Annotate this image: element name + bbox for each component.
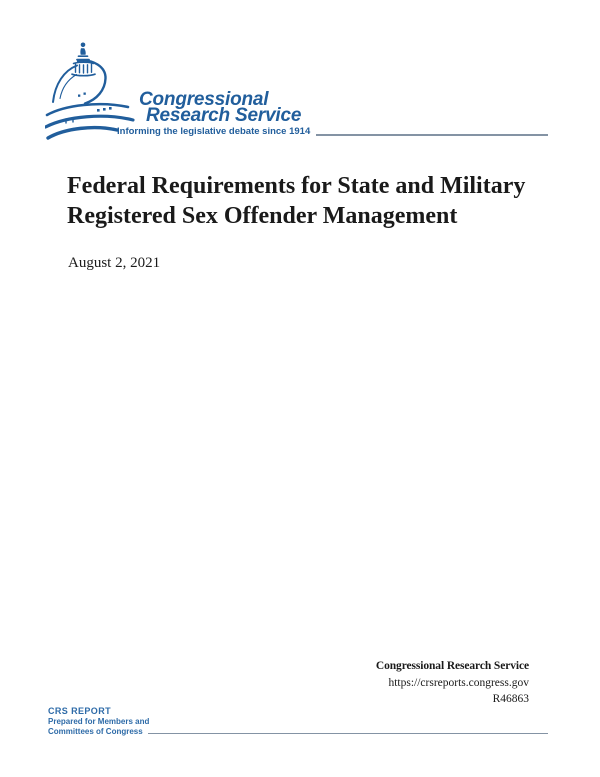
header-rule bbox=[316, 134, 548, 136]
logo-wordmark-line1: Congressional bbox=[139, 89, 269, 110]
crs-prepared-line2: Committees of Congress bbox=[48, 726, 143, 736]
report-title-line1: Federal Requirements for State and Milit… bbox=[67, 173, 526, 199]
footer-report-url[interactable]: https://crsreports.congress.gov bbox=[388, 676, 529, 689]
report-title: Federal Requirements for State and Milit… bbox=[67, 171, 525, 231]
footer-crs-block: CRS REPORT Prepared for Members and Comm… bbox=[48, 706, 548, 737]
crs-prepared-line1: Prepared for Members and bbox=[48, 716, 150, 726]
footer-rule-row: Committees of Congress bbox=[48, 727, 548, 737]
footer-rule bbox=[147, 732, 548, 734]
crs-report-label: CRS REPORT bbox=[48, 706, 112, 716]
report-title-line2: Registered Sex Offender Management bbox=[67, 203, 458, 229]
logo-tagline: Informing the legislative debate since 1… bbox=[117, 126, 311, 137]
logo-tagline-row: Informing the legislative debate since 1… bbox=[117, 126, 548, 138]
report-date: August 2, 2021 bbox=[68, 255, 161, 271]
logo-wordmark-line2: Research Service bbox=[146, 105, 302, 126]
capitol-dome-logo-icon bbox=[45, 42, 135, 140]
footer-publisher-block: Congressional Research Service https://c… bbox=[376, 658, 529, 708]
footer-publisher-name: Congressional Research Service bbox=[375, 660, 529, 672]
footer-report-number: R46863 bbox=[492, 693, 529, 705]
logo-wordmark: Congressional Research Service bbox=[139, 89, 302, 126]
